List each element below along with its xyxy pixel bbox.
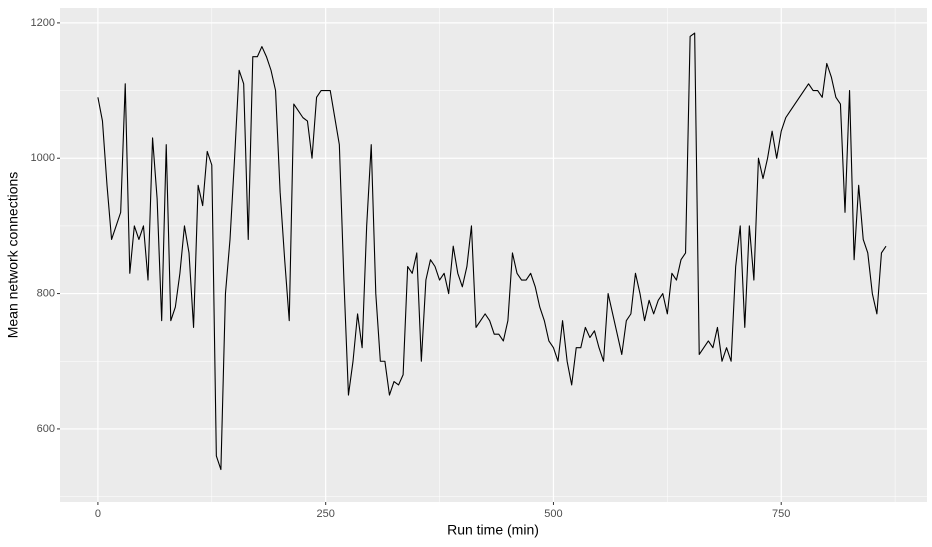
y-tick-label: 1000 bbox=[31, 152, 55, 164]
y-tick-label: 800 bbox=[37, 287, 55, 299]
x-tick-label: 500 bbox=[544, 508, 562, 520]
y-axis-title: Mean network connections bbox=[5, 172, 21, 339]
x-tick-label: 250 bbox=[316, 508, 334, 520]
x-tick-label: 750 bbox=[772, 508, 790, 520]
line bbox=[97, 32, 887, 471]
x-tick-label: 0 bbox=[95, 508, 101, 520]
y-tick-label: 600 bbox=[37, 423, 55, 435]
y-tick-label: 1200 bbox=[31, 17, 55, 29]
panel bbox=[60, 8, 927, 502]
x-axis-title: Run time (min) bbox=[447, 522, 539, 538]
